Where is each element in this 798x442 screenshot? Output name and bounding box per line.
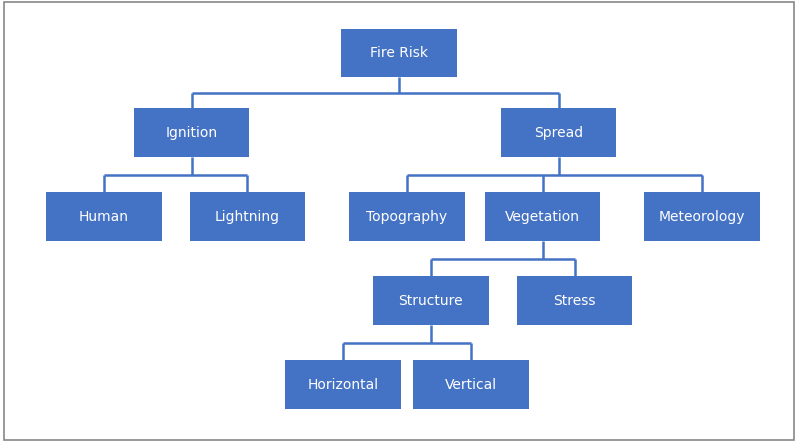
Text: Vertical: Vertical xyxy=(444,377,497,392)
FancyBboxPatch shape xyxy=(373,276,488,325)
FancyBboxPatch shape xyxy=(485,192,600,241)
Text: Structure: Structure xyxy=(399,293,463,308)
FancyBboxPatch shape xyxy=(516,276,632,325)
FancyBboxPatch shape xyxy=(413,360,528,409)
FancyBboxPatch shape xyxy=(341,29,456,77)
Text: Stress: Stress xyxy=(553,293,596,308)
FancyBboxPatch shape xyxy=(189,192,305,241)
Text: Lightning: Lightning xyxy=(215,210,280,224)
Text: Human: Human xyxy=(79,210,128,224)
FancyBboxPatch shape xyxy=(46,192,161,241)
FancyBboxPatch shape xyxy=(645,192,760,241)
FancyBboxPatch shape xyxy=(133,108,249,157)
Text: Topography: Topography xyxy=(366,210,448,224)
Text: Horizontal: Horizontal xyxy=(307,377,379,392)
Text: Spread: Spread xyxy=(534,126,583,140)
Text: Fire Risk: Fire Risk xyxy=(370,46,428,60)
FancyBboxPatch shape xyxy=(501,108,616,157)
Text: Ignition: Ignition xyxy=(165,126,218,140)
Text: Vegetation: Vegetation xyxy=(505,210,580,224)
FancyBboxPatch shape xyxy=(285,360,401,409)
FancyBboxPatch shape xyxy=(350,192,464,241)
Text: Meteorology: Meteorology xyxy=(659,210,745,224)
